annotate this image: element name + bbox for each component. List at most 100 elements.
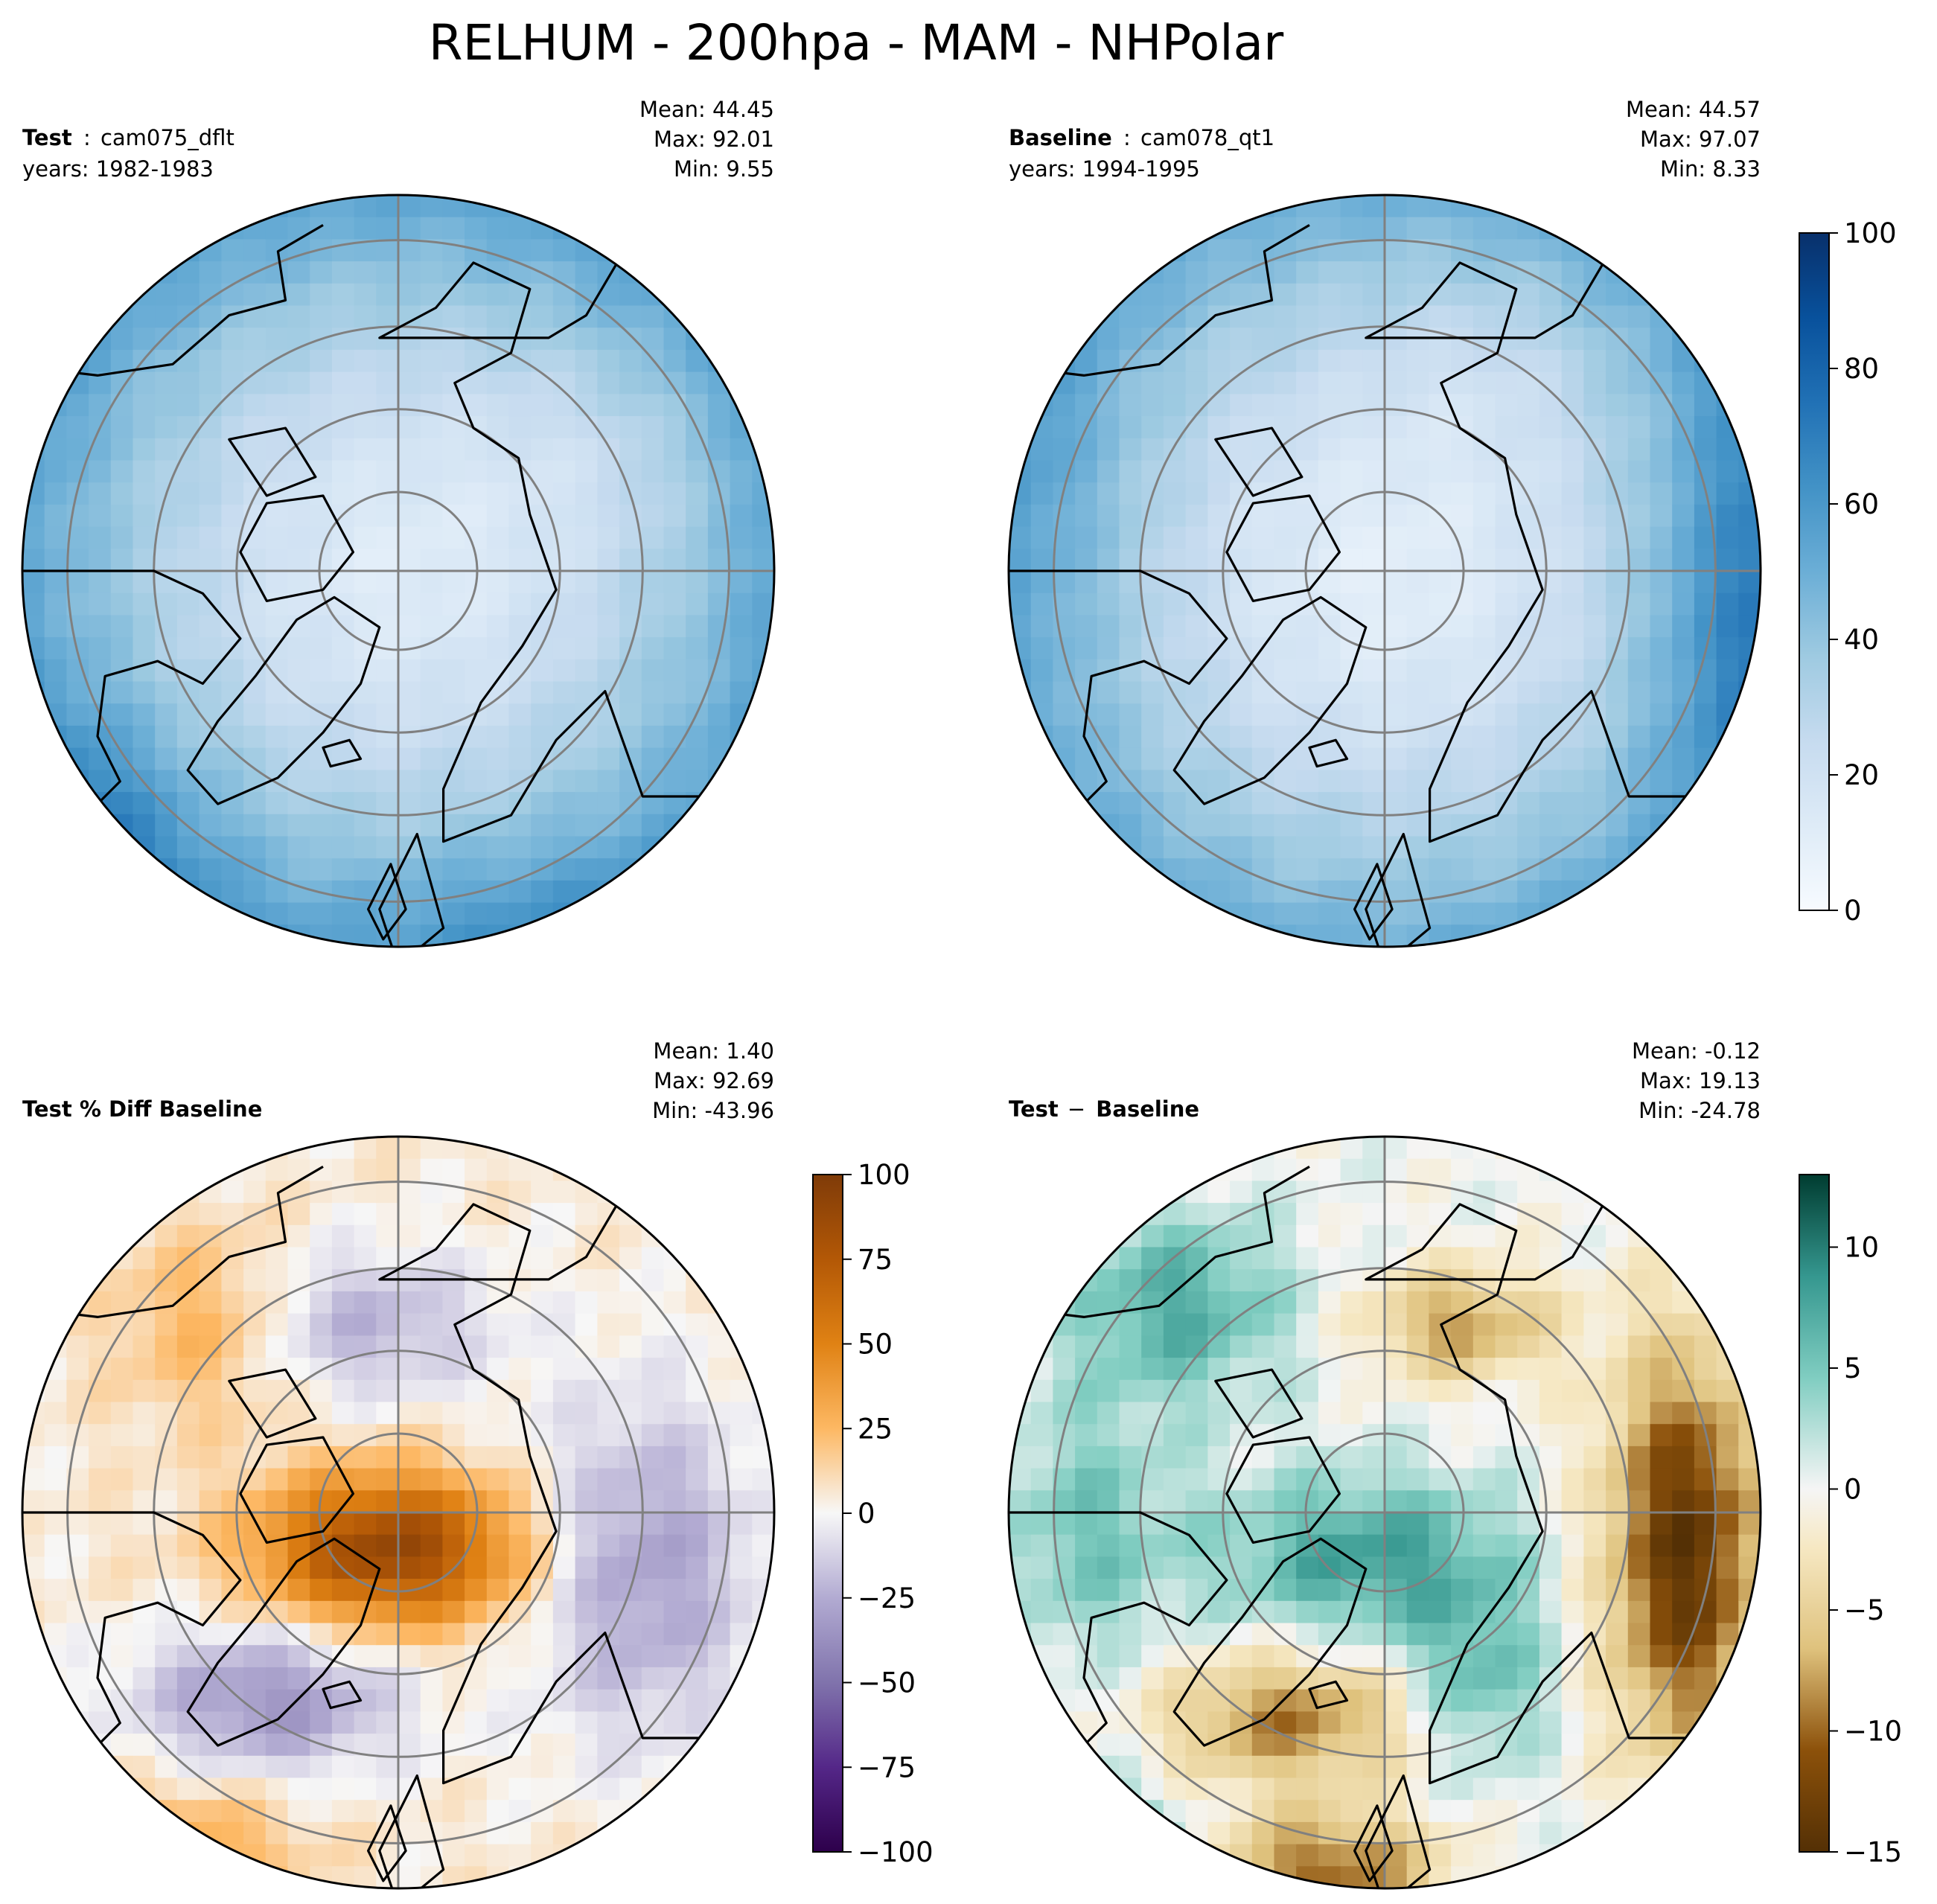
field-cell — [420, 703, 444, 726]
field-cell — [1495, 902, 1518, 926]
field-cell — [1185, 217, 1209, 240]
field-cell — [1030, 1445, 1054, 1469]
field-cell — [1296, 836, 1319, 859]
field-cell — [398, 1181, 421, 1204]
field-cell — [1163, 1335, 1187, 1358]
field-cell — [133, 703, 156, 726]
field-cell — [155, 1512, 178, 1536]
field-cell — [442, 438, 465, 461]
field-cell — [133, 1734, 156, 1757]
field-cell — [1539, 1224, 1563, 1248]
field-cell — [1606, 1512, 1629, 1536]
field-cell — [575, 902, 599, 926]
field-cell — [1251, 792, 1275, 815]
field-cell — [331, 1224, 355, 1248]
field-cell — [221, 305, 244, 328]
field-cell — [310, 725, 333, 749]
field-cell — [1539, 792, 1563, 815]
field-cell — [486, 703, 510, 726]
field-cell — [1075, 592, 1098, 616]
field-cell — [398, 1313, 421, 1337]
field-cell — [597, 770, 620, 793]
panel-diff-title-sep: − — [1068, 1096, 1085, 1122]
field-cell — [1495, 725, 1518, 749]
field-cell — [641, 615, 665, 638]
field-cell — [1119, 1734, 1142, 1757]
field-cell — [310, 1313, 333, 1337]
field-cell — [1517, 1402, 1540, 1425]
field-cell — [442, 681, 465, 704]
field-cell — [1694, 394, 1717, 417]
field-cell — [44, 1490, 68, 1513]
field-cell — [465, 1711, 488, 1734]
field-cell — [597, 460, 620, 483]
field-cell — [133, 371, 156, 395]
field-cell — [552, 615, 576, 638]
field-cell — [663, 394, 686, 417]
field-cell — [730, 371, 753, 395]
field-cell — [1472, 1777, 1496, 1801]
field-cell — [619, 1734, 642, 1757]
field-cell — [1075, 460, 1098, 483]
field-cell — [1472, 549, 1496, 572]
field-cell — [176, 1358, 200, 1381]
field-cell — [1207, 1402, 1231, 1425]
field-cell — [1119, 1534, 1142, 1558]
field-cell — [1385, 1689, 1408, 1713]
field-cell — [265, 1379, 289, 1403]
field-cell — [1385, 924, 1408, 947]
field-cell — [331, 482, 355, 505]
field-cell — [552, 792, 576, 815]
panel-test-title-case: cam075_dflt — [100, 125, 234, 150]
field-cell — [730, 1512, 753, 1536]
field-cell — [1251, 924, 1275, 947]
field-cell — [641, 1623, 665, 1646]
field-cell — [221, 770, 244, 793]
field-cell — [1539, 637, 1563, 660]
field-cell — [1561, 1424, 1585, 1447]
field-cell — [1362, 747, 1385, 771]
field-cell — [508, 1711, 532, 1734]
field-cell — [619, 747, 642, 771]
field-cell — [89, 1556, 112, 1579]
colorbar-tick-label: 0 — [1844, 1474, 1862, 1506]
field-cell — [176, 1335, 200, 1358]
field-cell — [552, 1645, 576, 1668]
field-cell — [1274, 1777, 1297, 1801]
field-cell — [619, 1181, 642, 1204]
field-cell — [221, 1358, 244, 1381]
field-cell — [1362, 526, 1385, 550]
field-cell — [133, 814, 156, 837]
field-cell — [465, 1689, 488, 1713]
field-cell — [310, 394, 333, 417]
coastline — [322, 738, 363, 768]
field-cell — [1075, 1623, 1098, 1646]
field-cell — [1539, 1600, 1563, 1624]
field-cell — [1119, 526, 1142, 550]
field-cell — [531, 438, 554, 461]
field-cell — [752, 1512, 774, 1536]
field-cell — [1672, 615, 1695, 638]
field-cell — [376, 261, 399, 284]
colorbar-tick-label: 100 — [858, 1159, 910, 1191]
field-cell — [376, 305, 399, 328]
field-cell — [265, 1445, 289, 1469]
field-cell — [1385, 526, 1408, 550]
field-cell — [287, 526, 310, 550]
field-cell — [1561, 1358, 1585, 1381]
field-cell — [1340, 1158, 1364, 1182]
field-cell — [1362, 416, 1385, 439]
field-cell — [420, 1556, 444, 1579]
field-cell — [1539, 1623, 1563, 1646]
field-cell — [376, 1623, 399, 1646]
field-cell — [1472, 858, 1496, 881]
field-cell — [1362, 195, 1385, 218]
field-cell — [1627, 1534, 1651, 1558]
panel-diff-title: Test − Baseline — [1009, 1096, 1199, 1122]
field-cell — [199, 1291, 223, 1314]
field-cell — [22, 416, 45, 439]
field-cell — [597, 549, 620, 572]
field-cell — [1053, 1623, 1076, 1646]
field-cell — [531, 1645, 554, 1668]
field-cell — [1362, 770, 1385, 793]
